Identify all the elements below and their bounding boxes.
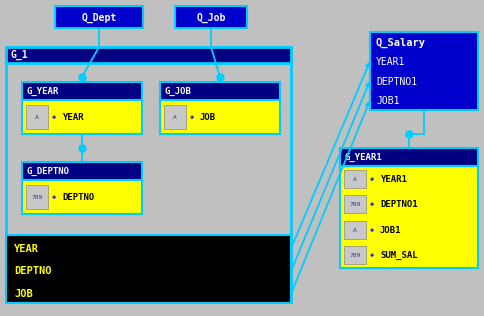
Text: A: A	[35, 115, 39, 120]
Bar	[343, 221, 365, 239]
Bar	[22, 180, 142, 214]
Text: ◆: ◆	[369, 253, 373, 259]
Text: G_1: G_1	[11, 50, 29, 60]
Text: A: A	[352, 177, 356, 182]
Bar	[343, 246, 365, 264]
Bar	[339, 166, 477, 268]
Text: ◆: ◆	[52, 115, 56, 121]
Bar	[22, 100, 142, 134]
Bar	[6, 47, 290, 302]
Text: DEPTNO1: DEPTNO1	[375, 77, 416, 87]
Text: Q_Salary: Q_Salary	[375, 38, 425, 48]
Text: JOB1: JOB1	[375, 96, 399, 106]
Text: 789: 789	[31, 195, 43, 200]
Text: SUM_SAL: SUM_SAL	[379, 251, 417, 260]
Text: DEPTNO: DEPTNO	[62, 193, 94, 202]
Bar	[26, 105, 48, 129]
Bar	[164, 105, 186, 129]
Bar	[22, 82, 142, 100]
Text: DEPTNO1: DEPTNO1	[379, 200, 417, 209]
Bar	[339, 148, 477, 166]
Text: A: A	[352, 228, 356, 233]
Bar	[6, 235, 290, 303]
Bar	[26, 185, 48, 209]
Text: 789: 789	[348, 202, 360, 207]
Bar	[55, 6, 143, 28]
Text: G_YEAR: G_YEAR	[27, 87, 59, 96]
Text: YEAR1: YEAR1	[379, 175, 406, 184]
Text: G_YEAR1: G_YEAR1	[344, 153, 382, 162]
Bar	[343, 195, 365, 213]
Text: YEAR: YEAR	[62, 113, 83, 122]
Text: ◆: ◆	[189, 115, 194, 121]
Text: Q_Dept: Q_Dept	[81, 12, 116, 22]
Text: JOB1: JOB1	[379, 226, 401, 235]
Bar	[175, 6, 246, 28]
Bar	[22, 162, 142, 180]
Text: G_DEPTNO: G_DEPTNO	[27, 167, 70, 176]
Bar	[343, 170, 365, 188]
Text: YEAR: YEAR	[14, 244, 39, 254]
Text: 789: 789	[348, 253, 360, 258]
Text: Q_Job: Q_Job	[196, 12, 225, 22]
Text: DEPTNO: DEPTNO	[14, 266, 51, 276]
Text: ◆: ◆	[369, 176, 373, 182]
Bar	[160, 100, 279, 134]
Text: YEAR1: YEAR1	[375, 57, 405, 67]
Bar	[160, 82, 279, 100]
Text: ◆: ◆	[369, 227, 373, 233]
Bar	[6, 47, 290, 63]
Text: JOB: JOB	[199, 113, 216, 122]
Text: JOB: JOB	[14, 289, 33, 299]
Text: G_JOB: G_JOB	[165, 87, 192, 96]
Text: A: A	[173, 115, 177, 120]
Text: ◆: ◆	[52, 195, 56, 201]
Bar	[369, 32, 477, 110]
Text: ◆: ◆	[369, 202, 373, 208]
